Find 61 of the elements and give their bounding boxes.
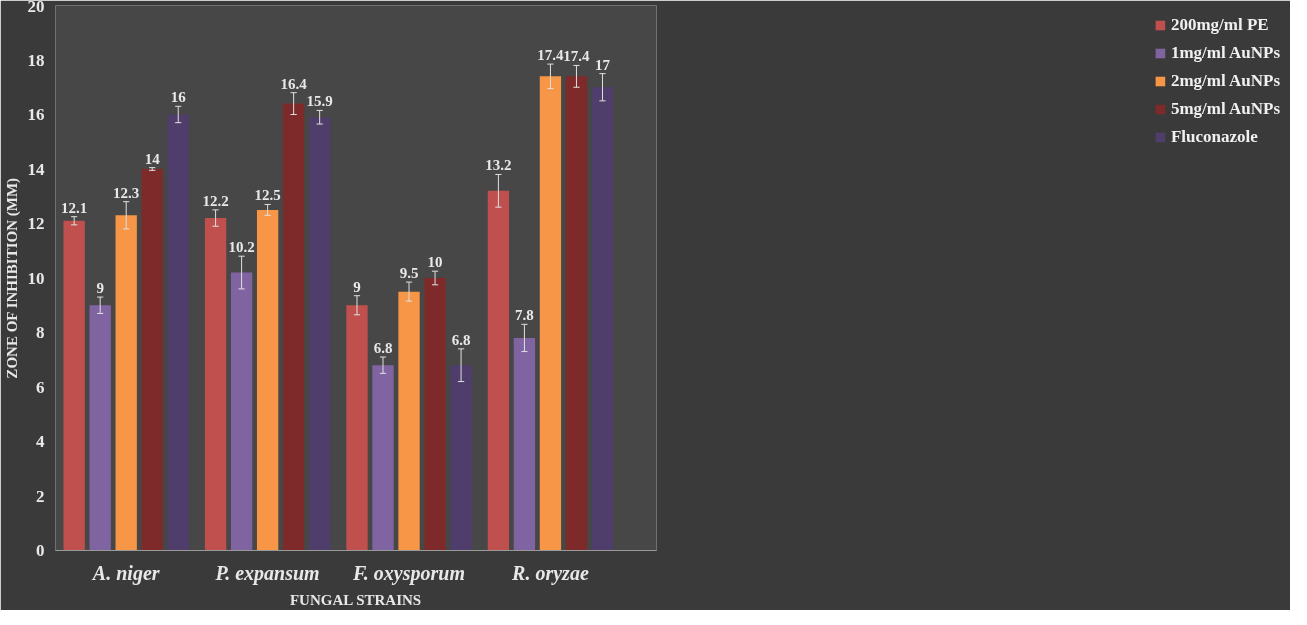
y-axis-title: ZONE OF INHIBITION (MM): [3, 177, 21, 379]
y-tick-label: 0: [36, 541, 45, 560]
bar: [141, 169, 163, 551]
data-label: 12.1: [61, 199, 88, 216]
data-label: 10.2: [228, 239, 255, 256]
bar: [282, 103, 305, 551]
bar: [89, 305, 111, 551]
y-tick-label: 12: [27, 214, 45, 233]
y-tick-label: 10: [27, 268, 45, 288]
bar: [591, 87, 614, 551]
legend-label: 200mg/ml PE: [1170, 15, 1269, 35]
data-label: 9: [96, 280, 104, 297]
legend-label: Fluconazole: [1170, 127, 1258, 147]
legend-label: 2mg/ml AuNPs: [1170, 71, 1280, 91]
data-label: 15.9: [306, 93, 333, 110]
bar: [450, 365, 472, 551]
y-tick-label: 8: [36, 323, 45, 342]
x-tick-label: R. oryzae: [511, 561, 589, 585]
data-label: 7.8: [515, 307, 534, 324]
bar: [308, 117, 331, 551]
y-tick-label: 20: [27, 0, 45, 16]
bar: [372, 365, 394, 551]
bar: [487, 190, 510, 551]
data-label: 16.4: [280, 75, 308, 92]
data-label: 9: [353, 278, 361, 295]
data-label: 17.4: [563, 48, 591, 65]
y-tick-label: 14: [27, 159, 45, 179]
y-tick-label: 4: [36, 432, 45, 451]
x-tick-label: A. niger: [90, 561, 160, 585]
data-label: 6.8: [451, 331, 471, 348]
bar: [63, 220, 85, 551]
legend-label: 5mg/ml AuNPs: [1170, 99, 1280, 119]
bar: [565, 76, 588, 551]
x-tick-label: P. expansum: [214, 561, 320, 585]
y-tick-label: 6: [36, 377, 45, 397]
bar: [398, 291, 420, 551]
bar: [346, 305, 368, 551]
y-tick-label: 2: [36, 486, 45, 506]
legend-label: 1mg/ml AuNPs: [1170, 43, 1280, 63]
data-label: 10: [427, 254, 443, 271]
data-label: 12.3: [113, 184, 140, 201]
bar: [115, 215, 137, 551]
y-tick-label: 18: [27, 50, 45, 70]
data-label: 14: [144, 150, 161, 167]
bar: [539, 76, 562, 551]
bar: [204, 218, 227, 551]
data-label: 12.5: [254, 187, 281, 204]
y-tick-label: 16: [27, 105, 45, 124]
bar: [167, 114, 189, 551]
data-label: 9.5: [399, 265, 419, 282]
data-label: 17: [594, 56, 611, 73]
data-label: 6.8: [373, 340, 393, 357]
bar: [256, 209, 279, 551]
data-label: 13.2: [485, 157, 512, 174]
bar: [424, 278, 446, 551]
data-label: 12.2: [202, 192, 229, 209]
data-label: 16: [170, 89, 187, 106]
x-tick-label: F. oxysporum: [352, 561, 465, 585]
bar: [230, 272, 253, 551]
x-axis-title: FUNGAL STRAINS: [289, 591, 422, 608]
bar: [513, 337, 536, 551]
